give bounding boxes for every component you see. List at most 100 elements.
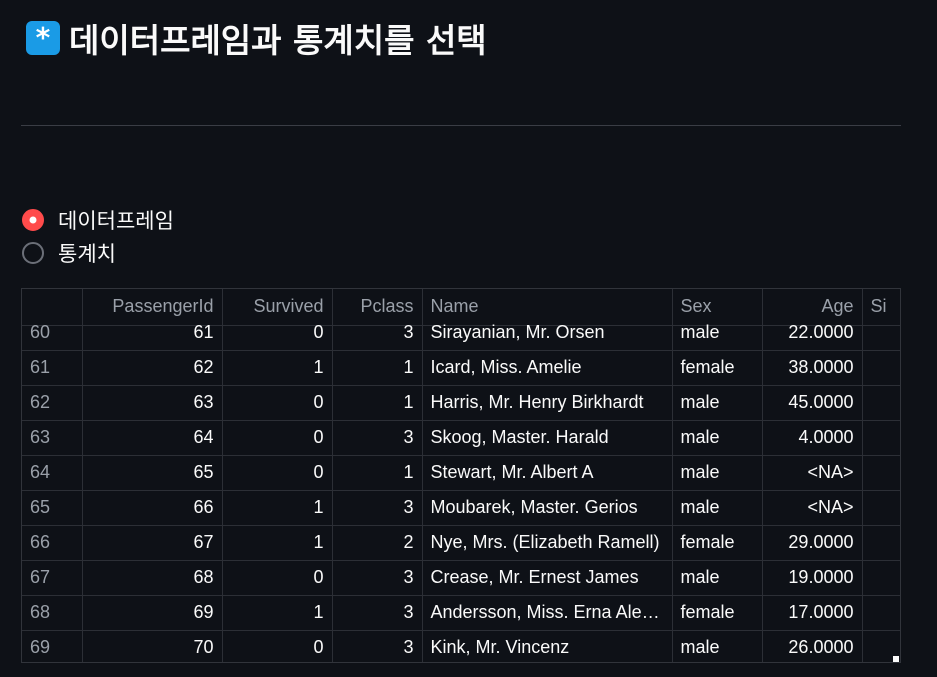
row-index[interactable]: 66 bbox=[22, 525, 83, 561]
radio-group: 데이터프레임 통계치 bbox=[22, 203, 174, 269]
cell-age[interactable]: 19.0000 bbox=[762, 560, 863, 596]
cell-passengerid[interactable]: 65 bbox=[82, 455, 223, 491]
cell-survived[interactable]: 0 bbox=[222, 420, 333, 456]
cell-sex[interactable]: female bbox=[672, 525, 763, 561]
table-row[interactable]: 68 69 1 3 Andersson, Miss. Erna Ale… female 17… bbox=[22, 595, 900, 631]
radio-selected-icon[interactable] bbox=[22, 208, 44, 231]
cell-age[interactable]: 26.0000 bbox=[762, 630, 863, 662]
cell-sex[interactable]: female bbox=[672, 595, 763, 631]
cell-pclass[interactable]: 3 bbox=[332, 560, 423, 596]
cell-sibsp[interactable] bbox=[862, 455, 900, 491]
radio-label-dataframe: 데이터프레임 bbox=[58, 208, 174, 233]
cell-passengerid[interactable]: 61 bbox=[82, 315, 223, 351]
cell-sibsp[interactable] bbox=[862, 525, 900, 561]
row-index[interactable]: 64 bbox=[22, 455, 83, 491]
cell-sex[interactable]: male bbox=[672, 630, 763, 662]
row-index[interactable]: 61 bbox=[22, 350, 83, 386]
cell-pclass[interactable]: 3 bbox=[332, 630, 423, 662]
cell-name[interactable]: Skoog, Master. Harald bbox=[422, 420, 673, 456]
row-index[interactable]: 63 bbox=[22, 420, 83, 456]
cell-passengerid[interactable]: 67 bbox=[82, 525, 223, 561]
cell-sex[interactable]: male bbox=[672, 385, 763, 421]
cell-passengerid[interactable]: 62 bbox=[82, 350, 223, 386]
cell-name[interactable]: Stewart, Mr. Albert A bbox=[422, 455, 673, 491]
cell-pclass[interactable]: 3 bbox=[332, 315, 423, 351]
cell-pclass[interactable]: 3 bbox=[332, 595, 423, 631]
radio-option-statistics[interactable]: 통계치 bbox=[22, 236, 174, 269]
cell-name[interactable]: Kink, Mr. Vincenz bbox=[422, 630, 673, 662]
row-index[interactable]: 69 bbox=[22, 630, 83, 662]
cell-survived[interactable]: 1 bbox=[222, 350, 333, 386]
cell-name[interactable]: Icard, Miss. Amelie bbox=[422, 350, 673, 386]
cell-survived[interactable]: 0 bbox=[222, 560, 333, 596]
cell-passengerid[interactable]: 64 bbox=[82, 420, 223, 456]
page-title: * 데이터프레임과 통계치를 선택 bbox=[26, 14, 487, 62]
cell-name[interactable]: Nye, Mrs. (Elizabeth Ramell) bbox=[422, 525, 673, 561]
cell-sex[interactable]: female bbox=[672, 350, 763, 386]
cell-age[interactable]: 4.0000 bbox=[762, 420, 863, 456]
cell-age[interactable]: <NA> bbox=[762, 455, 863, 491]
table-row[interactable]: 65 66 1 3 Moubarek, Master. Gerios male <NA> bbox=[22, 490, 900, 526]
cell-age[interactable]: 29.0000 bbox=[762, 525, 863, 561]
cell-name[interactable]: Harris, Mr. Henry Birkhardt bbox=[422, 385, 673, 421]
table-row[interactable]: 62 63 0 1 Harris, Mr. Henry Birkhardt male 45.… bbox=[22, 385, 900, 421]
cell-survived[interactable]: 0 bbox=[222, 455, 333, 491]
cell-sibsp[interactable] bbox=[862, 385, 900, 421]
table-row[interactable]: 67 68 0 3 Crease, Mr. Ernest James male 19.000… bbox=[22, 560, 900, 596]
cell-sibsp[interactable] bbox=[862, 490, 900, 526]
cell-sibsp[interactable] bbox=[862, 420, 900, 456]
cell-sibsp[interactable] bbox=[862, 595, 900, 631]
cell-passengerid[interactable]: 69 bbox=[82, 595, 223, 631]
cell-pclass[interactable]: 2 bbox=[332, 525, 423, 561]
cell-age[interactable]: 45.0000 bbox=[762, 385, 863, 421]
cell-sibsp[interactable] bbox=[862, 560, 900, 596]
row-index[interactable]: 62 bbox=[22, 385, 83, 421]
cell-name[interactable]: Andersson, Miss. Erna Ale… bbox=[422, 595, 673, 631]
cell-sex[interactable]: male bbox=[672, 490, 763, 526]
cell-name[interactable]: Sirayanian, Mr. Orsen bbox=[422, 315, 673, 351]
cell-age[interactable]: <NA> bbox=[762, 490, 863, 526]
cell-passengerid[interactable]: 63 bbox=[82, 385, 223, 421]
cell-survived[interactable]: 0 bbox=[222, 315, 333, 351]
cell-survived[interactable]: 1 bbox=[222, 525, 333, 561]
cell-sibsp[interactable] bbox=[862, 350, 900, 386]
cell-age[interactable]: 17.0000 bbox=[762, 595, 863, 631]
cell-passengerid[interactable]: 68 bbox=[82, 560, 223, 596]
cell-pclass[interactable]: 3 bbox=[332, 420, 423, 456]
table-row[interactable]: 61 62 1 1 Icard, Miss. Amelie female 38.0000 bbox=[22, 350, 900, 386]
table-row[interactable]: 66 67 1 2 Nye, Mrs. (Elizabeth Ramell) female… bbox=[22, 525, 900, 561]
cell-name[interactable]: Crease, Mr. Ernest James bbox=[422, 560, 673, 596]
cell-name[interactable]: Moubarek, Master. Gerios bbox=[422, 490, 673, 526]
row-index[interactable]: 60 bbox=[22, 315, 83, 351]
table-row[interactable]: 69 70 0 3 Kink, Mr. Vincenz male 26.0000 bbox=[22, 630, 900, 662]
resize-handle[interactable] bbox=[893, 656, 899, 662]
asterisk-badge-icon: * bbox=[26, 21, 60, 55]
table-row[interactable]: 60 61 0 3 Sirayanian, Mr. Orsen male 22.0000 bbox=[22, 315, 900, 351]
row-index[interactable]: 68 bbox=[22, 595, 83, 631]
cell-passengerid[interactable]: 70 bbox=[82, 630, 223, 662]
radio-unselected-icon[interactable] bbox=[22, 241, 44, 264]
cell-passengerid[interactable]: 66 bbox=[82, 490, 223, 526]
divider bbox=[21, 125, 901, 126]
cell-sex[interactable]: male bbox=[672, 455, 763, 491]
cell-sex[interactable]: male bbox=[672, 560, 763, 596]
cell-pclass[interactable]: 1 bbox=[332, 455, 423, 491]
cell-pclass[interactable]: 3 bbox=[332, 490, 423, 526]
cell-survived[interactable]: 0 bbox=[222, 630, 333, 662]
radio-option-dataframe[interactable]: 데이터프레임 bbox=[22, 203, 174, 236]
dataframe-grid[interactable]: PassengerId Survived Pclass Name Sex Age… bbox=[21, 288, 901, 663]
table-row[interactable]: 63 64 0 3 Skoog, Master. Harald male 4.0000 bbox=[22, 420, 900, 456]
row-index[interactable]: 67 bbox=[22, 560, 83, 596]
cell-sex[interactable]: male bbox=[672, 420, 763, 456]
cell-survived[interactable]: 0 bbox=[222, 385, 333, 421]
cell-survived[interactable]: 1 bbox=[222, 490, 333, 526]
cell-sibsp[interactable] bbox=[862, 315, 900, 351]
cell-pclass[interactable]: 1 bbox=[332, 350, 423, 386]
cell-sex[interactable]: male bbox=[672, 315, 763, 351]
cell-age[interactable]: 22.0000 bbox=[762, 315, 863, 351]
cell-age[interactable]: 38.0000 bbox=[762, 350, 863, 386]
cell-pclass[interactable]: 1 bbox=[332, 385, 423, 421]
cell-survived[interactable]: 1 bbox=[222, 595, 333, 631]
row-index[interactable]: 65 bbox=[22, 490, 83, 526]
